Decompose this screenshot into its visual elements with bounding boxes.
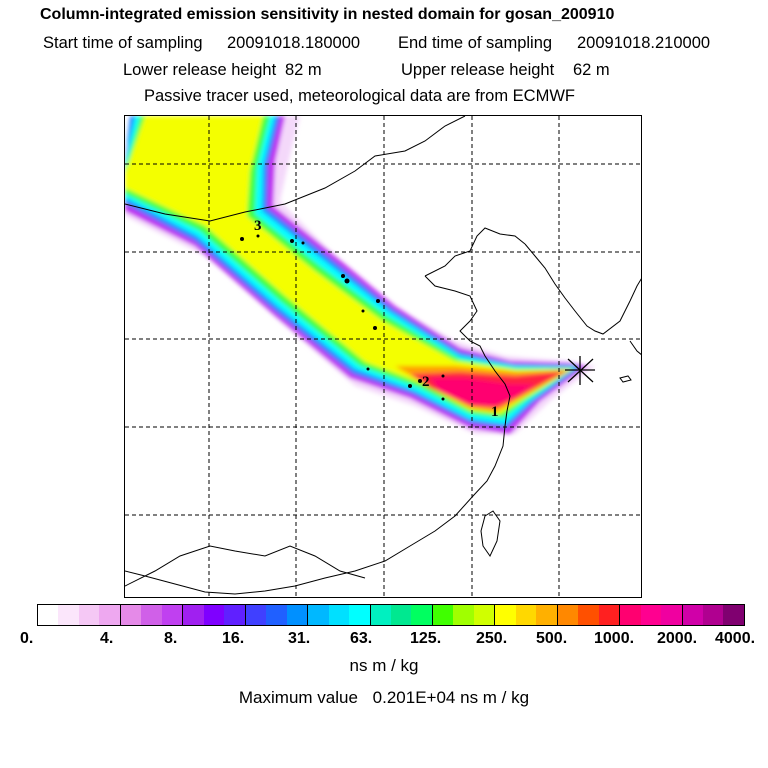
colorbar-segment — [723, 605, 744, 625]
coast-korea — [524, 243, 641, 335]
maximum-value-line: Maximum value 0.201E+04 ns m / kg — [0, 688, 768, 708]
colorbar-segment — [161, 605, 184, 625]
colorbar-tick-label: 2000. — [657, 630, 698, 647]
coast-china-south — [125, 410, 508, 595]
colorbar-tick-label: 500. — [536, 630, 568, 647]
colorbar-unit: ns m / kg — [349, 656, 419, 675]
colorbar-segment — [38, 605, 59, 625]
marker-3: 3 — [254, 218, 262, 234]
lower-label: Lower release height — [123, 61, 277, 79]
colorbar-tick-label: 4. — [100, 630, 114, 647]
coastlines — [125, 116, 641, 595]
island-jeju — [619, 375, 632, 383]
colorbar-segment — [473, 605, 496, 625]
colorbar-segment — [183, 605, 204, 625]
colorbar-tick-label: 31. — [288, 630, 311, 647]
marker-2: 2 — [422, 374, 430, 390]
sensitivity-map: 1 2 3 — [124, 115, 642, 598]
colorbar-tick-label: 1000. — [594, 630, 635, 647]
colorbar-segment — [598, 605, 621, 625]
colorbar-tick-label: 8. — [164, 630, 178, 647]
colorbar-segment — [432, 605, 454, 625]
max-unit: ns m / kg — [460, 688, 530, 707]
colorbar-segment — [328, 605, 350, 625]
colorbar-segment — [308, 605, 329, 625]
start-label: Start time of sampling — [43, 34, 203, 52]
colorbar-segment — [266, 605, 287, 625]
colorbar-tick-label: 4000. — [715, 630, 756, 647]
colorbar-segment — [703, 605, 724, 625]
max-label: Maximum value — [238, 688, 358, 707]
tracer-note: Passive tracer used, meteorological data… — [144, 87, 575, 105]
colorbar-segment — [557, 605, 579, 625]
colorbar-segment — [99, 605, 121, 625]
map-canvas: 1 2 3 — [125, 116, 641, 597]
end-label: End time of sampling — [398, 34, 553, 52]
colorbar-segment — [245, 605, 267, 625]
colorbar-segment — [78, 605, 100, 625]
colorbar-tick-label: 63. — [350, 630, 373, 647]
map-title: Column-integrated emission sensitivity i… — [40, 6, 615, 23]
end-value: 20091018.210000 — [577, 34, 711, 52]
plume-max — [430, 378, 535, 406]
graticule — [125, 116, 641, 597]
coast-bohai — [424, 227, 526, 277]
receptor-star-icon — [565, 356, 595, 385]
colorbar-segment — [141, 605, 162, 625]
colorbar-segment — [661, 605, 683, 625]
colorbar-segment — [390, 605, 412, 625]
colorbar-segment — [536, 605, 558, 625]
plume-yellow — [125, 116, 573, 414]
colorbar-segment — [58, 605, 79, 625]
colorbar-segment — [578, 605, 599, 625]
island-taiwan — [480, 510, 501, 557]
border-north — [125, 116, 466, 222]
colorbar-segment — [370, 605, 391, 625]
colorbar-segment — [411, 605, 433, 625]
colorbar-tick-label: 0. — [20, 630, 34, 647]
colorbar-segment — [453, 605, 474, 625]
colorbar-tick-label: 16. — [222, 630, 245, 647]
colorbar — [37, 604, 745, 626]
max-value: 0.201E+04 — [372, 688, 456, 707]
upper-value: 62 m — [573, 61, 610, 79]
start-value: 20091018.180000 — [227, 34, 361, 52]
colorbar-segment — [682, 605, 703, 625]
lakes — [240, 234, 445, 401]
colorbar-segment — [495, 605, 516, 625]
colorbar-segment — [620, 605, 641, 625]
colorbar-tick-label: 125. — [410, 630, 442, 647]
coast-shandong — [424, 275, 511, 412]
colorbar-segment — [515, 605, 537, 625]
marker-1: 1 — [491, 404, 499, 420]
lower-value: 82 m — [285, 61, 322, 79]
colorbar-segment — [286, 605, 309, 625]
colorbar-segment — [224, 605, 246, 625]
colorbar-tick-label: 250. — [476, 630, 508, 647]
japan-coast — [629, 340, 641, 355]
border-inner — [125, 545, 366, 587]
colorbar-segment — [120, 605, 142, 625]
colorbar-segment — [203, 605, 225, 625]
colorbar-segment — [349, 605, 371, 625]
upper-label: Upper release height — [401, 61, 555, 79]
colorbar-segment — [640, 605, 662, 625]
